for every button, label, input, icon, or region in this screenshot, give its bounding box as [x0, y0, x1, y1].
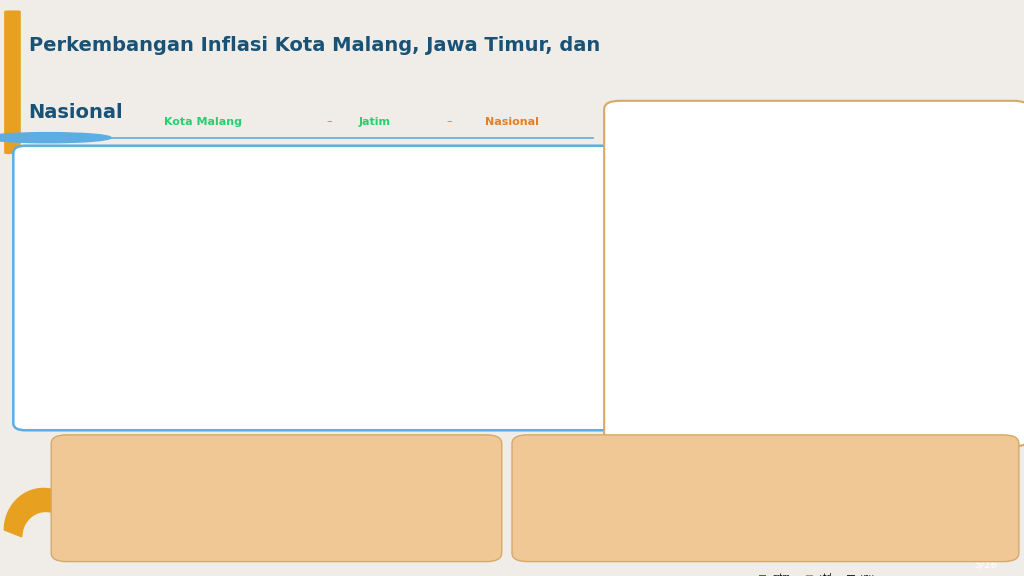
- Text: Inflasi (yoy) Terendah → Kota Probolinggo: Inflasi (yoy) Terendah → Kota Probolingg…: [589, 519, 819, 529]
- Text: 0.35: 0.35: [912, 407, 918, 419]
- Text: 0.63: 0.63: [735, 397, 740, 410]
- Text: Nasional: Nasional: [29, 104, 123, 122]
- Text: 6,41%: 6,41%: [362, 217, 416, 232]
- Text: 0.63: 0.63: [735, 397, 740, 410]
- Bar: [918, 242, 942, 432]
- Text: 0.27: 0.27: [691, 410, 696, 422]
- Bar: [691, 423, 695, 432]
- Text: 0.42: 0.42: [957, 404, 962, 416]
- Bar: [647, 427, 651, 432]
- Bar: [913, 420, 918, 432]
- Bar: [735, 411, 740, 432]
- FancyBboxPatch shape: [25, 288, 329, 415]
- Text: 6.06: 6.06: [839, 213, 844, 229]
- Text: 0.15: 0.15: [824, 414, 828, 426]
- Bar: [829, 230, 853, 432]
- Text: Kota Malang: Kota Malang: [164, 116, 242, 127]
- Text: 7,08 %: 7,08 %: [872, 464, 915, 474]
- Bar: [824, 427, 828, 432]
- FancyBboxPatch shape: [450, 161, 610, 288]
- Text: (Januari 2023 terhadap Desember: (Januari 2023 terhadap Desember: [53, 358, 184, 367]
- Text: –: –: [326, 116, 332, 127]
- Bar: [651, 196, 676, 432]
- Bar: [913, 420, 918, 432]
- Text: Inflasi (mtm) Tertinggi → Sumenep: Inflasi (mtm) Tertinggi → Sumenep: [129, 464, 322, 474]
- Bar: [868, 425, 873, 432]
- Text: 0,15 %: 0,15 %: [416, 519, 458, 529]
- Text: 0,34%: 0,34%: [503, 344, 556, 359]
- Bar: [957, 418, 962, 432]
- Text: Jatim: Jatim: [358, 116, 391, 127]
- Bar: [780, 423, 784, 432]
- Text: 5.92: 5.92: [706, 218, 712, 234]
- Text: –: –: [446, 116, 453, 127]
- Text: 0,36%: 0,36%: [362, 344, 416, 359]
- Text: 0.27: 0.27: [691, 410, 696, 422]
- Text: 0.22: 0.22: [868, 411, 873, 423]
- Bar: [696, 235, 720, 432]
- Bar: [824, 427, 828, 432]
- Bar: [735, 411, 740, 432]
- Polygon shape: [4, 488, 83, 537]
- FancyBboxPatch shape: [317, 288, 461, 415]
- Bar: [873, 259, 898, 432]
- Text: 📍: 📍: [84, 518, 91, 530]
- Text: 📍: 📍: [547, 518, 554, 530]
- Text: 5,21 %: 5,21 %: [924, 519, 967, 529]
- Text: 2022): 2022): [53, 384, 76, 393]
- Text: 5.21: 5.21: [883, 242, 889, 257]
- Text: 5,28%: 5,28%: [503, 217, 556, 232]
- FancyBboxPatch shape: [317, 161, 461, 288]
- Text: 0.35: 0.35: [912, 407, 918, 419]
- Text: 0.16: 0.16: [646, 413, 651, 425]
- Text: Year on Year: Year on Year: [96, 188, 169, 198]
- Title: Inflasi 8 Kab/kota di jawa Timur: Inflasi 8 Kab/kota di jawa Timur: [723, 119, 910, 129]
- Text: 0.15: 0.15: [824, 414, 828, 426]
- Circle shape: [0, 132, 111, 143]
- FancyBboxPatch shape: [25, 161, 329, 288]
- Text: 7.08: 7.08: [660, 179, 667, 195]
- Bar: [691, 423, 695, 432]
- Bar: [784, 246, 809, 432]
- Text: 5.59: 5.59: [794, 229, 800, 245]
- Bar: [868, 425, 873, 432]
- Text: (Januari 2023 terhadap  Januari 2023): (Januari 2023 terhadap Januari 2023): [53, 225, 199, 234]
- Text: 6.56: 6.56: [972, 197, 977, 213]
- Bar: [647, 427, 651, 432]
- Bar: [740, 208, 765, 432]
- Bar: [780, 423, 784, 432]
- Text: Nasional: Nasional: [485, 116, 540, 127]
- Text: 0.22: 0.22: [868, 411, 873, 423]
- Text: 📍: 📍: [84, 463, 91, 476]
- Text: Inflasi (mtm) Terendah → Kota Malang: Inflasi (mtm) Terendah → Kota Malang: [129, 519, 341, 529]
- Text: Inflasi: Inflasi: [53, 188, 93, 198]
- Text: 0.26: 0.26: [779, 410, 784, 422]
- Text: 5/16: 5/16: [975, 560, 998, 570]
- Text: 0,15 %: 0,15 %: [237, 345, 300, 363]
- Text: Perkembangan Inflasi Kota Malang, Jawa Timur, dan: Perkembangan Inflasi Kota Malang, Jawa T…: [29, 36, 600, 55]
- Text: Month to Month: Month to Month: [96, 317, 190, 327]
- Text: 6,06 %: 6,06 %: [237, 205, 300, 223]
- FancyBboxPatch shape: [4, 10, 20, 154]
- FancyBboxPatch shape: [450, 288, 610, 415]
- Text: 0.26: 0.26: [779, 410, 784, 422]
- Text: 5.7: 5.7: [927, 230, 933, 241]
- Text: 0,63 %: 0,63 %: [408, 464, 450, 474]
- Text: 0.16: 0.16: [646, 413, 651, 425]
- Text: 0.42: 0.42: [957, 404, 962, 416]
- Text: Inflasi: Inflasi: [53, 317, 93, 327]
- Legend: mtm, ytd, yoy: mtm, ytd, yoy: [757, 572, 877, 576]
- Bar: [957, 418, 962, 432]
- Bar: [963, 214, 986, 432]
- Text: 📍: 📍: [547, 463, 554, 476]
- Text: 6.73: 6.73: [750, 191, 756, 207]
- Text: Inflasi (yoy) Tertinggi → Jember: Inflasi (yoy) Tertinggi → Jember: [589, 464, 762, 474]
